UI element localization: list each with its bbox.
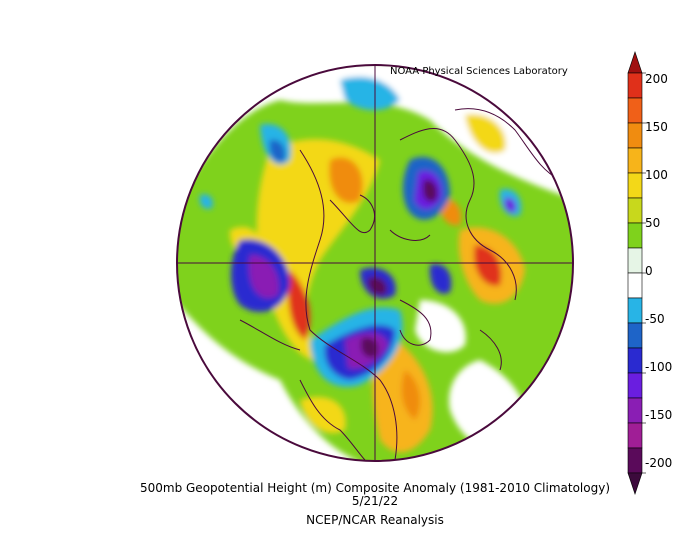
caption-dataset: NCEP/NCAR Reanalysis [306,513,444,527]
colorbar-max-arrow [627,51,643,74]
colorbar-bin-125 [627,147,643,174]
colorbar-label-neg100: -100 [645,360,673,374]
colorbar-bin-175 [627,97,643,124]
map-boundary [176,64,574,462]
colorbar-bin-neg25 [627,272,643,299]
colorbar-label-neg150: -150 [645,408,673,422]
colorbar-bin-neg200 [627,447,643,474]
colorbar-label-neg50: -50 [645,312,665,326]
credit-label: NOAA Physical Sciences Laboratory [390,66,568,77]
colorbar-bin-neg50 [627,297,643,324]
colorbar-bin-neg100 [627,347,643,374]
colorbar-bin-75 [627,197,643,224]
colorbar-label-100: 100 [645,168,668,182]
colorbar-min-arrow [627,472,643,495]
colorbar-bin-25 [627,247,643,274]
colorbar-label-0: 0 [645,264,653,278]
colorbar [627,51,646,495]
graticule [177,65,573,461]
caption-date: 5/21/22 [351,494,399,508]
colorbar-label-200: 200 [645,72,668,86]
caption-title: 500mb Geopotential Height (m) Composite … [139,481,610,495]
colorbar-bin-150 [627,122,643,149]
colorbar-bin-200 [627,72,643,99]
colorbar-bin-neg75 [627,322,643,349]
colorbar-bin-neg175 [627,422,643,449]
colorbar-bin-100 [627,172,643,199]
colorbar-label-150: 150 [645,120,668,134]
colorbar-bin-neg125 [627,372,643,399]
colorbar-label-50: 50 [645,216,661,230]
coastlines [239,108,561,461]
colorbar-bin-50 [627,222,643,249]
colorbar-bin-neg150 [627,397,643,424]
colorbar-label-neg200: -200 [645,456,673,470]
